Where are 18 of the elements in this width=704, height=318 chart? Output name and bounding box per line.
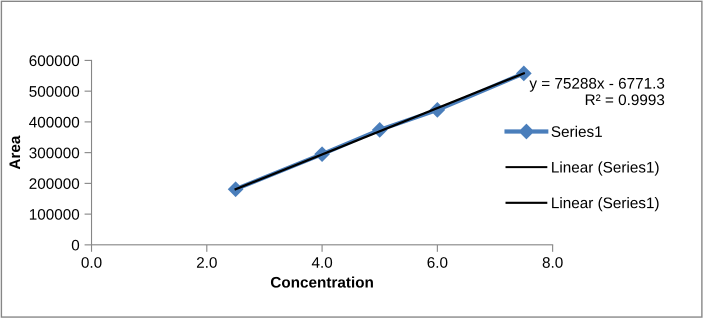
y-tick-label: 600000 <box>30 55 80 66</box>
y-tick-label: 0 <box>72 240 80 251</box>
legend-label: Linear (Series1) <box>552 161 659 176</box>
y-tick-label: 400000 <box>29 116 80 128</box>
y-tick-label: 200000 <box>30 178 80 190</box>
legend-label: Series1 <box>552 126 602 138</box>
x-tick-label: 2.0 <box>196 257 217 268</box>
x-tick-label: 6.0 <box>428 257 448 268</box>
legend-label: Linear (Series1) <box>552 197 659 212</box>
y-tick-label: 100000 <box>30 208 80 220</box>
y-tick-label: 300000 <box>29 148 80 158</box>
annotation: y = 75288x - 6771.3 R² = 0.9993 <box>529 78 664 106</box>
x-tick-label: 4.0 <box>312 257 332 268</box>
x-tick-label: 8.0 <box>542 257 563 268</box>
y-axis-title: Area <box>10 136 20 170</box>
y-tick-label: 500000 <box>29 86 80 97</box>
x-axis-title: Concentration <box>270 276 373 288</box>
x-tick-label: 0.0 <box>82 257 102 268</box>
